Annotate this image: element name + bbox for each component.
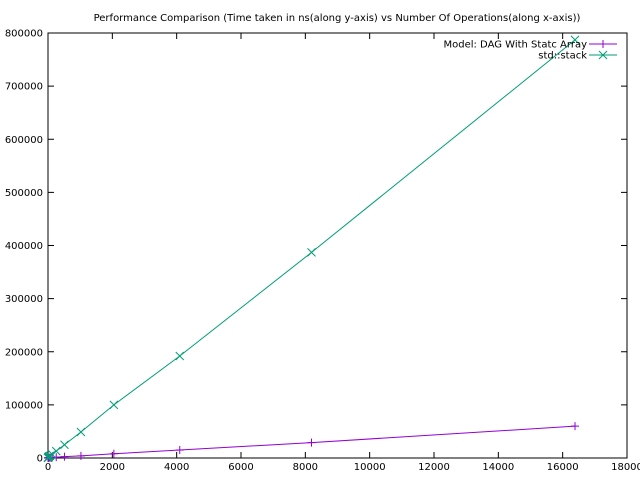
data-point <box>175 351 185 361</box>
data-point <box>47 449 57 459</box>
x-tick-label: 4000 <box>164 462 189 473</box>
plot-frame <box>47 32 628 459</box>
x-tick-label: 10000 <box>354 462 386 473</box>
x-tick-label: 12000 <box>418 462 450 473</box>
data-point <box>109 400 119 410</box>
data-point <box>307 248 316 257</box>
legend-marker <box>598 50 608 60</box>
data-point <box>60 440 69 450</box>
data-point <box>52 453 61 462</box>
data-point <box>175 446 184 455</box>
y-tick-label: 100000 <box>5 400 43 411</box>
x-tick-label: 0 <box>45 462 51 473</box>
data-point <box>570 35 580 45</box>
x-tick-label: 8000 <box>293 462 318 473</box>
data-point <box>60 452 69 461</box>
x-tick-label: 16000 <box>547 462 579 473</box>
data-point <box>51 446 61 456</box>
y-tick-label: 500000 <box>5 188 43 199</box>
y-tick-label: 200000 <box>5 347 43 358</box>
x-tick-label: 2000 <box>100 462 125 473</box>
data-point <box>76 427 86 437</box>
y-tick-label: 300000 <box>5 294 43 305</box>
data-point <box>307 438 316 447</box>
plot-area: 0 2000 4000 6000 8000 10000 12000 14000 16000 180… <box>5 29 640 474</box>
y-tick-label: 800000 <box>5 29 43 40</box>
data-point <box>571 422 580 431</box>
chart-title: Performance Comparison (Time taken in ns… <box>94 13 581 24</box>
y-tick-label: 600000 <box>5 135 43 146</box>
x-tick-label: 14000 <box>482 462 514 473</box>
y-tick-label: 400000 <box>5 241 43 252</box>
legend-marker <box>599 40 607 48</box>
x-tick-label: 6000 <box>228 462 253 473</box>
y-tick-label: 0 <box>37 454 43 465</box>
x-tick-label: 18000 <box>611 462 640 473</box>
legend-label: Model: DAG With Statc Array <box>443 40 587 51</box>
data-point <box>109 449 118 458</box>
series-line-1 <box>47 39 576 458</box>
y-tick-label: 700000 <box>5 82 43 93</box>
data-point <box>76 451 85 460</box>
legend-label: std::stack <box>538 51 587 62</box>
